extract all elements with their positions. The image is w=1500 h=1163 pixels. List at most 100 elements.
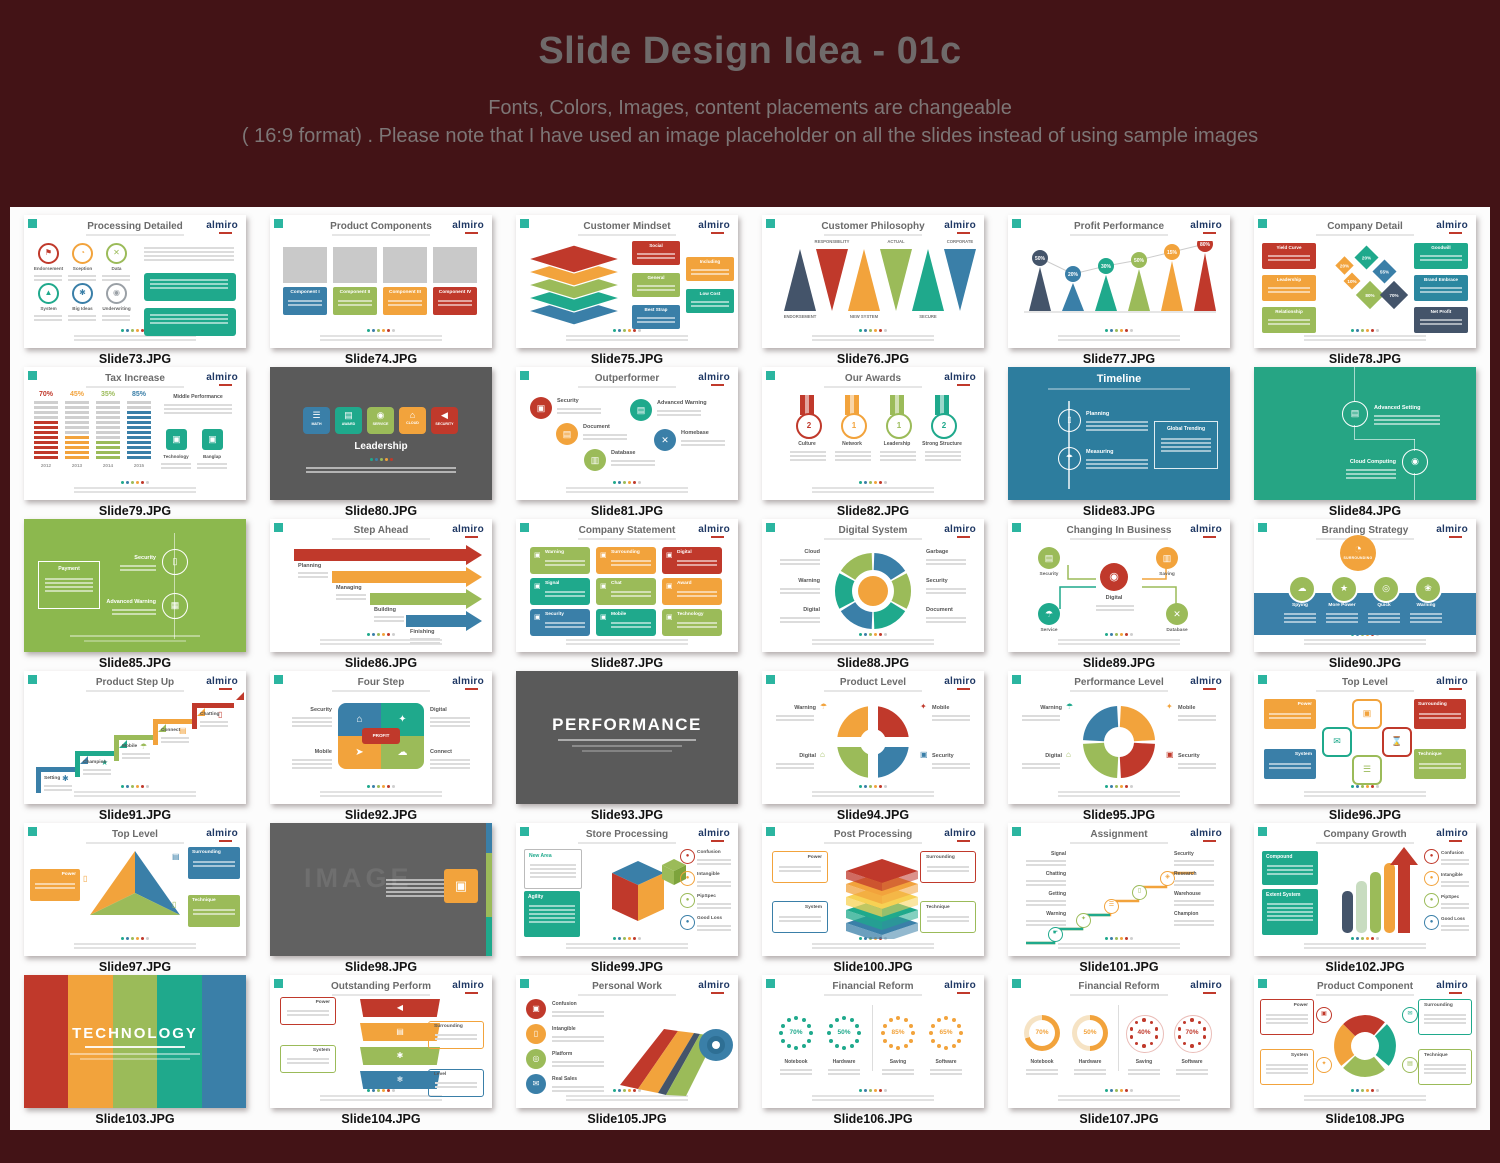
slide-graphic <box>957 536 971 538</box>
slide-graphic <box>812 791 934 793</box>
slide-graphic <box>45 578 93 580</box>
slide-graphic <box>367 785 370 788</box>
slide-graphic: Advanced Warning <box>657 400 707 406</box>
slide-graphic <box>776 719 814 721</box>
slide-graphic <box>1074 1067 1106 1075</box>
slide-thumbnail-Slide99[interactable]: Store Processing almiro New Area Agility ● C… <box>516 823 738 956</box>
slide-graphic <box>383 247 427 283</box>
slide-graphic <box>786 1018 791 1022</box>
slide-graphic <box>613 481 616 484</box>
slide-thumbnail-Slide103[interactable]: TECHNOLOGY <box>24 975 246 1108</box>
slide-thumbnail-Slide77[interactable]: Profit Performance almiro 50% 20% 30% 50% 15% 8… <box>1008 215 1230 348</box>
slide-thumbnail-Slide76[interactable]: Customer Philosophy almiro RESPONSIBILITY A… <box>762 215 984 348</box>
slide-title: Tax Increase <box>105 373 165 384</box>
slide-thumbnail-Slide105[interactable]: Personal Work almiro ▣ Confusion ▯ Intangible… <box>516 975 738 1108</box>
slide-graphic: Saving <box>1135 1059 1153 1065</box>
slide-thumbnail-Slide94[interactable]: Product Level almiro ☂ Warning ✦ Mobile ⌂ Digit… <box>762 671 984 804</box>
slide-thumbnail-Slide91[interactable]: Product Step Up almiro ✱ Setting ★ Champion ☂ M… <box>24 671 246 804</box>
slide-thumbnail-Slide74[interactable]: Product Components almiro Component I Compo… <box>270 215 492 348</box>
slide-graphic: Document <box>926 607 953 613</box>
slide-cell: Company Growth almiro Compound Extent Syst… <box>1242 823 1488 975</box>
slide-graphic <box>956 1038 961 1043</box>
slide-graphic <box>927 920 969 922</box>
slide-thumbnail-Slide84[interactable]: ▤ Advanced Setting ◉ Cloud Computing <box>1254 367 1476 500</box>
slide-graphic <box>121 785 124 788</box>
slide-graphic <box>834 553 912 629</box>
slide-graphic <box>1026 918 1066 926</box>
slide-thumbnail-Slide82[interactable]: Our Awards almiro 2 Culture 1 Network 1 Leaders… <box>762 367 984 500</box>
slide-graphic <box>884 481 887 484</box>
slide-graphic <box>157 975 202 1108</box>
slide-graphic: Signal <box>1050 851 1066 857</box>
slide-thumbnail-Slide107[interactable]: Financial Reform almiro 70% Notebook 50% Hard… <box>1008 975 1230 1108</box>
slide-thumbnail-Slide96[interactable]: Top Level almiro ▣ ✉ ⌛ ☰ Power Surrounding Syste… <box>1254 671 1476 804</box>
slide-graphic <box>308 789 454 799</box>
slide-thumbnail-Slide92[interactable]: Four Step almiro ⌂ ✦ ➤ ☁ PROFIT Security Digital… <box>270 671 492 804</box>
slide-graphic <box>874 785 877 788</box>
slide-graphic <box>1268 285 1310 293</box>
slide-graphic <box>298 570 328 578</box>
slide-graphic <box>174 533 176 639</box>
slide-graphic: SERVICE <box>372 422 389 426</box>
slide-thumbnail-Slide88[interactable]: Digital System almiro Cloud Warning Digital G… <box>762 519 984 652</box>
slide-graphic: Leadership <box>354 441 408 452</box>
slide-thumbnail-Slide98[interactable]: IMAGE ▣ <box>270 823 492 956</box>
slide-graphic: Timeline <box>1096 373 1142 385</box>
slide-graphic <box>287 1010 329 1012</box>
slide-graphic <box>136 785 139 788</box>
slide-thumbnail-Slide83[interactable]: Timeline ▯ Planning ☂ Measuring Global Trendi… <box>1008 367 1230 500</box>
slide-graphic <box>925 455 961 457</box>
slide-graphic <box>102 313 130 321</box>
slide-graphic: PROFIT <box>362 728 400 744</box>
slide-graphic <box>1142 1044 1146 1048</box>
slide-thumbnail-Slide100[interactable]: Post Processing almiro Power Surrounding Sy… <box>762 823 984 956</box>
slide-graphic: Data <box>111 266 122 271</box>
slide-thumbnail-Slide87[interactable]: Company Statement almiro ▣ Warning ▣ Surround… <box>516 519 738 652</box>
slide-thumbnail-Slide81[interactable]: Outperformer almiro ▣ Security ▤ Document ▥ Dat… <box>516 367 738 500</box>
slide-thumbnail-Slide106[interactable]: Financial Reform almiro 70% Notebook 50% Hard… <box>762 975 984 1108</box>
slide-graphic <box>161 735 189 743</box>
slide-thumbnail-Slide95[interactable]: Performance Level almiro ☂ Warning ✦ Mobile ⌂ D… <box>1008 671 1230 804</box>
slide-thumbnail-Slide73[interactable]: Processing Detailed almiro ⚑ Endorsement ◔ Sc… <box>24 215 246 348</box>
slide-graphic <box>1284 611 1316 623</box>
slide-graphic: 20% <box>1362 256 1371 261</box>
slide-graphic <box>638 481 641 484</box>
slide-graphic <box>884 1089 887 1092</box>
slide-graphic <box>68 315 96 317</box>
slide-thumbnail-Slide108[interactable]: Product Component almiro Power ▣ Surrounding… <box>1254 975 1476 1108</box>
slide-graphic <box>1190 1018 1194 1022</box>
slide-graphic <box>1424 1012 1466 1024</box>
slide-graphic: 70% <box>38 391 53 398</box>
slide-graphic <box>677 620 717 628</box>
slide-thumbnail-Slide85[interactable]: Payment ▯ Security ▦ Advanced Warning <box>24 519 246 652</box>
slide-graphic <box>691 299 729 307</box>
slide-graphic <box>164 404 232 406</box>
slide-graphic <box>1374 419 1440 421</box>
slide-graphic <box>192 703 234 708</box>
slide-graphic: 1 <box>841 413 867 439</box>
slide-thumbnail-Slide79[interactable]: Tax Increase almiro 70% 2012 45% 2013 35% 2014 8… <box>24 367 246 500</box>
slide-graphic <box>545 558 585 566</box>
slide-graphic <box>1083 706 1119 742</box>
slide-graphic: Planning <box>298 563 322 569</box>
slide-graphic: ✉ <box>1322 727 1352 757</box>
slide-graphic: Yield Curve <box>1276 245 1302 250</box>
slide-graphic <box>809 1031 813 1035</box>
slide-thumbnail-Slide93[interactable]: PERFORMANCE <box>516 671 738 804</box>
slide-graphic <box>465 992 479 994</box>
slide-thumbnail-Slide78[interactable]: Company Detail almiro Yield Curve Leadershi… <box>1254 215 1476 348</box>
slide-graphic <box>292 759 332 761</box>
slide-thumbnail-Slide90[interactable]: Branding Strategy almiro ◔ SURROUNDING ☁ Spyi… <box>1254 519 1476 652</box>
slide-thumbnail-Slide104[interactable]: Outstanding Perform almiro ◀ ▤ ✱ ❄ Power Surrou… <box>270 975 492 1108</box>
slide-thumbnail-Slide86[interactable]: Step Ahead almiro Planning Managing Building… <box>270 519 492 652</box>
slide-thumbnail-Slide102[interactable]: Company Growth almiro Compound Extent Syst… <box>1254 823 1476 956</box>
slide-graphic <box>65 411 89 414</box>
slide-graphic <box>1174 884 1214 886</box>
slide-thumbnail-Slide89[interactable]: Changing In Business almiro ◉ Digital ▤ Secu… <box>1008 519 1230 652</box>
slide-graphic <box>552 1015 604 1017</box>
slide-thumbnail-Slide80[interactable]: ☰ MATH ▤ AWARD ◉ SERVICE ⌂ CLOUD ◀ SECURITY Leader… <box>270 367 492 500</box>
slide-graphic <box>1026 1073 1058 1075</box>
slide-thumbnail-Slide101[interactable]: Assignment almiro ☛ ✦ ☰ ▯ ◈ Signal Chatting Gett… <box>1008 823 1230 956</box>
slide-thumbnail-Slide97[interactable]: Top Level almiro Power ▯ Surrounding ▤ Techniq… <box>24 823 246 956</box>
slide-thumbnail-Slide75[interactable]: Customer Mindset almiro Social Including Gen… <box>516 215 738 348</box>
